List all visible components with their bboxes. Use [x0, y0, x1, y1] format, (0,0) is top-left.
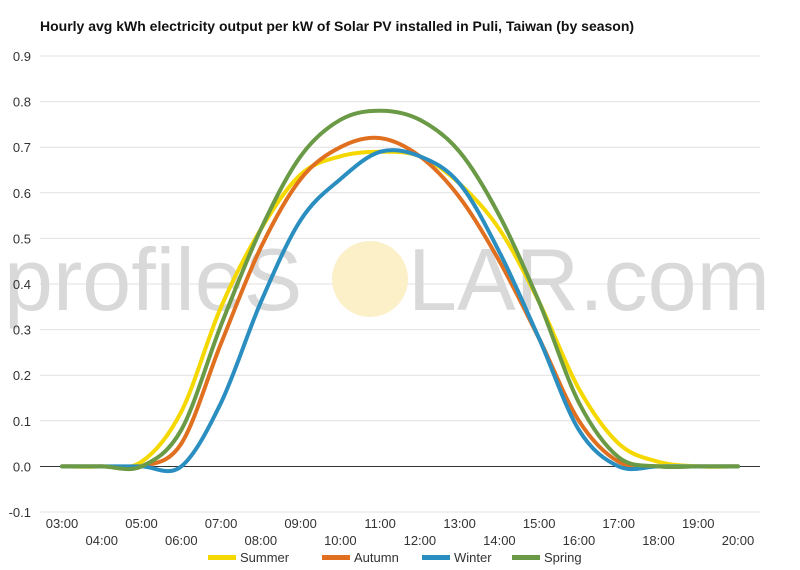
watermark-text-right: LAR.com [408, 230, 770, 329]
series-line-winter [60, 148, 740, 474]
legend-swatch-winter [422, 555, 450, 560]
x-tick-label: 14:00 [483, 533, 516, 548]
y-tick-label: 0.7 [13, 140, 31, 155]
legend-label-autumn: Autumn [354, 550, 399, 565]
chart-title: Hourly avg kWh electricity output per kW… [40, 18, 635, 34]
x-tick-label: 09:00 [284, 516, 317, 531]
x-tick-label: 15:00 [523, 516, 556, 531]
y-tick-label: 0.2 [13, 368, 31, 383]
legend-swatch-spring [512, 555, 540, 560]
legend-label-spring: Spring [544, 550, 582, 565]
x-tick-label: 17:00 [602, 516, 635, 531]
x-tick-label: 19:00 [682, 516, 715, 531]
y-tick-label: 0.1 [13, 414, 31, 429]
x-tick-label: 13:00 [443, 516, 476, 531]
x-tick-label: 07:00 [205, 516, 238, 531]
y-tick-label: 0.3 [13, 323, 31, 338]
y-tick-label: 0.6 [13, 186, 31, 201]
x-tick-label: 10:00 [324, 533, 357, 548]
x-tick-label: 06:00 [165, 533, 198, 548]
watermark: profileS LAR.com [4, 230, 770, 329]
legend-label-summer: Summer [240, 550, 290, 565]
legend-label-winter: Winter [454, 550, 492, 565]
y-tick-label: -0.1 [9, 505, 31, 520]
y-axis-ticks: -0.1 0.0 0.1 0.2 0.3 0.4 0.5 0.6 0.7 0.8 0.9 [9, 49, 31, 520]
legend-swatch-autumn [322, 555, 350, 560]
y-tick-label: 0.5 [13, 231, 31, 246]
x-tick-label: 20:00 [722, 533, 755, 548]
series-line-spring [60, 108, 740, 472]
x-tick-label: 12:00 [404, 533, 437, 548]
x-tick-label: 03:00 [46, 516, 79, 531]
legend: Summer Autumn Winter Spring [208, 550, 582, 565]
x-tick-label: 05:00 [125, 516, 158, 531]
x-tick-label: 11:00 [364, 516, 396, 531]
y-tick-label: 0.0 [13, 459, 31, 474]
watermark-sun-icon [332, 241, 408, 317]
legend-swatch-summer [208, 555, 236, 560]
y-tick-label: 0.8 [13, 95, 31, 110]
series-line-autumn [60, 135, 740, 471]
x-tick-label: 16:00 [563, 533, 596, 548]
x-tick-label: 04:00 [85, 533, 118, 548]
y-tick-label: 0.9 [13, 49, 31, 64]
series-lines [60, 108, 740, 474]
x-tick-label: 08:00 [245, 533, 278, 548]
x-axis-ticks: 03:00 04:00 05:00 06:00 07:00 08:00 09:00 10:00… [46, 516, 755, 548]
x-tick-label: 18:00 [642, 533, 675, 548]
y-tick-label: 0.4 [13, 277, 31, 292]
